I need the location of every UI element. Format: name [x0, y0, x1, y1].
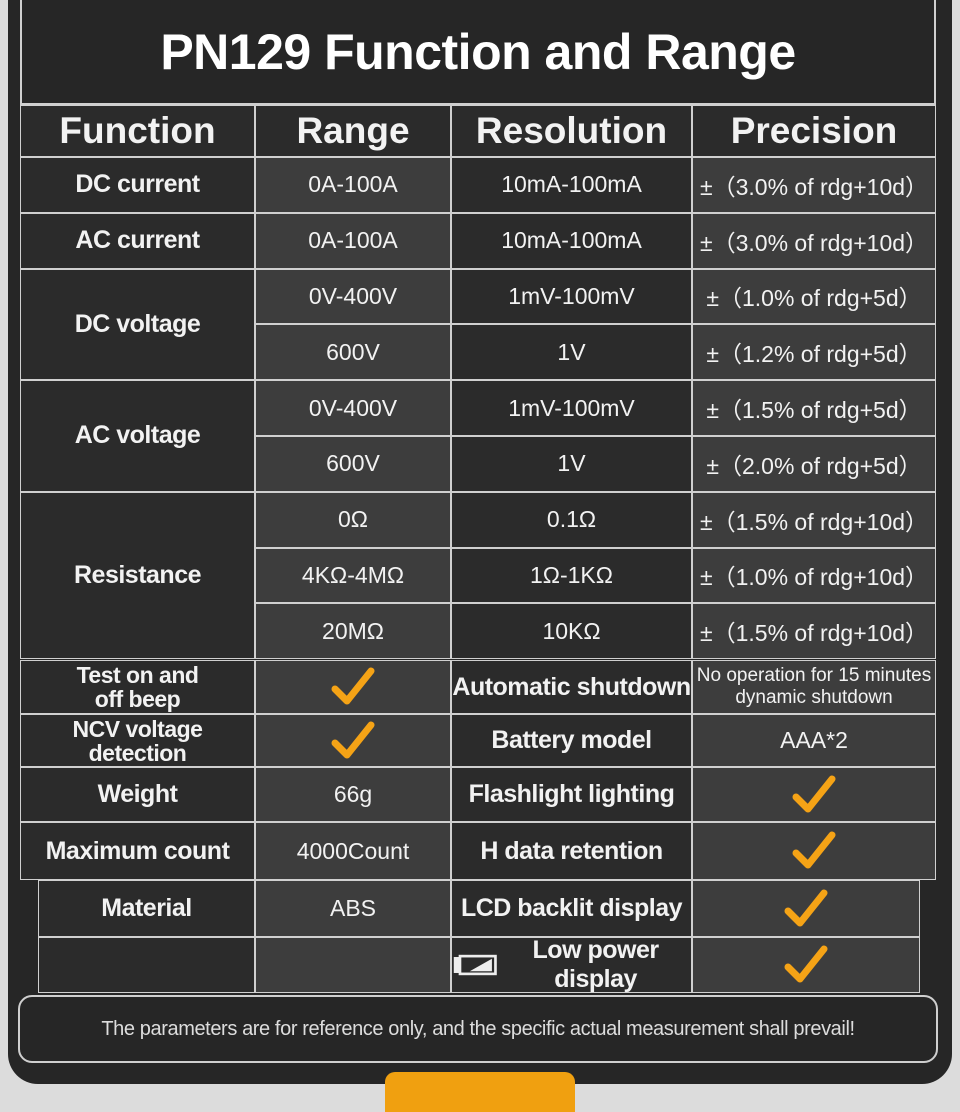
feature-label: LCD backlit display — [451, 880, 692, 937]
value-cell: 1Ω-1KΩ — [451, 547, 692, 604]
value-cell: ±（1.0% of rdg+5d） — [692, 268, 936, 325]
value-cell: 0.1Ω — [451, 491, 692, 548]
value-cell: ±（2.0% of rdg+5d） — [692, 436, 936, 492]
feature-value: AAA*2 — [692, 714, 936, 767]
feature-value: No operation for 15 minutes dynamic shut… — [692, 660, 936, 714]
feature-value — [692, 767, 936, 822]
feature-label: Maximum count — [20, 822, 255, 880]
check-icon — [792, 775, 836, 812]
value-cell: ±（3.0% of rdg+10d） — [692, 157, 936, 213]
check-icon — [331, 721, 375, 758]
value-cell: 4KΩ-4MΩ — [255, 547, 451, 604]
value-cell: 10mA-100mA — [451, 157, 692, 213]
value-cell: 0Ω — [255, 491, 451, 548]
value-cell: ±（1.2% of rdg+5d） — [692, 324, 936, 381]
feature-label: Test on and off beep — [20, 660, 255, 714]
note: The parameters are for reference only, a… — [18, 995, 938, 1063]
check-icon — [784, 945, 828, 983]
header-cell: Range — [255, 105, 451, 157]
title: PN129 Function and Range — [20, 0, 936, 105]
feature-label: NCV voltage detection — [20, 714, 255, 767]
tab — [385, 1072, 575, 1112]
function-cell: DC current — [20, 157, 255, 213]
feature-label: Flashlight lighting — [451, 767, 692, 822]
feature-value: 66g — [255, 767, 451, 822]
feature-value — [692, 822, 936, 880]
value-cell: 1mV-100mV — [451, 268, 692, 325]
header-cell: Function — [20, 105, 255, 157]
header-cell: Precision — [692, 105, 936, 157]
feature-label: Material — [38, 880, 255, 937]
check-icon — [331, 667, 375, 705]
header-cell: Resolution — [451, 105, 692, 157]
value-cell: 1V — [451, 436, 692, 492]
feature-label: Weight — [20, 767, 255, 822]
value-cell: 1V — [451, 324, 692, 381]
value-cell: 0A-100A — [255, 212, 451, 269]
feature-label — [38, 937, 255, 993]
value-cell: 20MΩ — [255, 603, 451, 660]
feature-value: 4000Count — [255, 822, 451, 880]
feature-value — [255, 937, 451, 993]
value-cell: 0A-100A — [255, 157, 451, 213]
value-cell: 10KΩ — [451, 603, 692, 660]
function-cell: AC current — [20, 212, 255, 269]
value-cell: ±（1.5% of rdg+10d） — [692, 491, 936, 548]
check-icon — [792, 831, 836, 869]
value-cell: 0V-400V — [255, 380, 451, 436]
value-cell: ±（1.5% of rdg+5d） — [692, 380, 936, 436]
value-cell: ±（1.0% of rdg+10d） — [692, 547, 936, 604]
feature-label: Low power display — [451, 936, 692, 993]
feature-label-text: Low power display — [532, 936, 660, 993]
check-icon — [784, 889, 828, 926]
feature-value — [692, 880, 920, 937]
value-cell: 10mA-100mA — [451, 212, 692, 269]
value-cell: 600V — [255, 436, 451, 492]
feature-label: H data retention — [451, 822, 692, 880]
feature-value — [255, 714, 451, 767]
feature-label: Battery model — [451, 714, 692, 767]
value-cell: 1mV-100mV — [451, 380, 692, 436]
value-cell: 600V — [255, 324, 451, 381]
function-cell: AC voltage — [20, 380, 255, 492]
value-cell: ±（3.0% of rdg+10d） — [692, 212, 936, 269]
feature-value — [692, 937, 920, 993]
function-cell: DC voltage — [20, 268, 255, 381]
feature-value — [255, 660, 451, 714]
function-cell: Resistance — [20, 491, 255, 660]
battery-icon — [453, 954, 497, 976]
value-cell: 0V-400V — [255, 268, 451, 325]
value-cell: ±（1.5% of rdg+10d） — [692, 603, 936, 660]
feature-value: ABS — [255, 880, 451, 937]
feature-label: Automatic shutdown — [451, 660, 692, 714]
